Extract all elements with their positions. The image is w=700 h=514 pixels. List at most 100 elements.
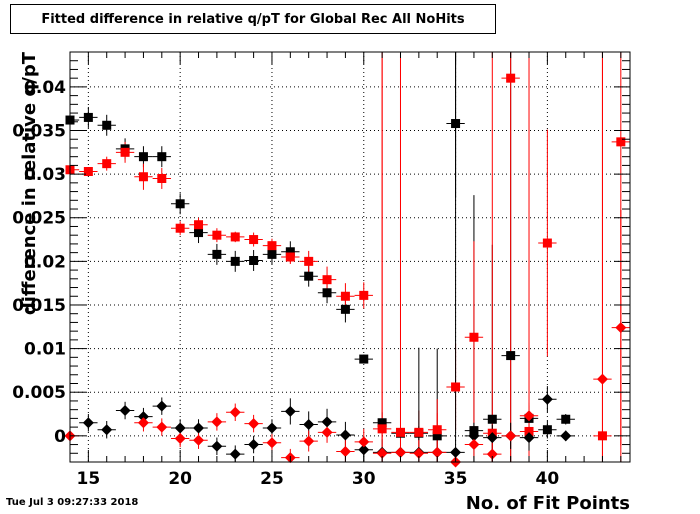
data-point-square [194, 220, 204, 230]
data-point-diamond [541, 393, 553, 405]
data-point-square [524, 426, 534, 436]
data-point-diamond [321, 426, 333, 438]
data-point-square [377, 418, 387, 428]
x-tick-label: 25 [260, 469, 284, 489]
x-tick-label: 15 [77, 469, 101, 489]
data-point-square [542, 425, 552, 435]
y-tick-label: 0.02 [24, 252, 66, 272]
x-tick-label: 35 [444, 469, 468, 489]
data-point-diamond [193, 422, 205, 434]
data-point-square [267, 241, 277, 251]
data-point-square [138, 172, 148, 182]
data-point-square [267, 249, 277, 259]
data-point-square [249, 235, 259, 245]
data-point-diamond [101, 424, 113, 436]
data-point-square [304, 256, 314, 266]
y-tick-label: 0.005 [12, 383, 66, 403]
x-tick-label: 30 [352, 469, 376, 489]
y-axis-label: difference in relative q/pT [19, 51, 40, 315]
data-point-square [561, 414, 571, 424]
data-point-square [506, 73, 516, 83]
data-point-square [395, 427, 405, 437]
data-point-diamond [303, 418, 315, 430]
data-point-square [230, 232, 240, 242]
data-point-diamond [523, 410, 535, 422]
data-point-diamond [376, 447, 388, 459]
y-tick-label: 0.035 [12, 122, 66, 142]
x-tick-label: 20 [168, 469, 192, 489]
data-point-diamond [193, 434, 205, 446]
data-point-square [194, 228, 204, 238]
y-tick-label: 0.01 [24, 340, 66, 360]
data-point-diamond [174, 422, 186, 434]
data-point-diamond [486, 448, 498, 460]
data-point-square [469, 332, 479, 342]
data-markers [64, 73, 627, 468]
data-point-square [175, 199, 185, 209]
data-point-diamond [284, 405, 296, 417]
data-point-diamond [431, 446, 443, 458]
data-point-square [451, 119, 461, 129]
data-point-square [230, 256, 240, 266]
data-point-square [157, 152, 167, 162]
data-point-diamond [137, 411, 149, 423]
data-point-diamond [211, 440, 223, 452]
data-point-square [542, 238, 552, 248]
data-point-diamond [394, 446, 406, 458]
data-point-square [138, 152, 148, 162]
chart-title-box: Fitted difference in relative q/pT for G… [10, 4, 496, 34]
data-point-square [432, 431, 442, 441]
data-point-diamond [358, 444, 370, 456]
data-point-diamond [82, 417, 94, 429]
data-point-square [487, 414, 497, 424]
data-point-square [102, 120, 112, 130]
data-point-square [285, 252, 295, 262]
data-point-square [377, 424, 387, 434]
data-point-square [414, 427, 424, 437]
data-point-diamond [248, 439, 260, 451]
y-tick-label: 0.03 [24, 165, 66, 185]
data-point-diamond [413, 447, 425, 459]
data-point-diamond [486, 432, 498, 444]
data-point-square [340, 304, 350, 314]
data-point-square [322, 288, 332, 298]
data-point-square [432, 425, 442, 435]
data-point-square [597, 431, 607, 441]
data-point-square [212, 249, 222, 259]
data-point-diamond [156, 400, 168, 412]
x-axis-label: No. of Fit Points [466, 493, 630, 514]
data-point-diamond [321, 416, 333, 428]
data-point-square [249, 255, 259, 265]
data-point-square [212, 230, 222, 240]
plot-frame [69, 51, 631, 463]
x-tick-label: 40 [536, 469, 560, 489]
y-tick-label: 0.025 [12, 209, 66, 229]
data-point-square [322, 275, 332, 285]
data-point-square [451, 382, 461, 392]
data-point-diamond [339, 446, 351, 458]
data-point-diamond [523, 432, 535, 444]
y-tick-label: 0.04 [24, 78, 66, 98]
data-point-diamond [303, 435, 315, 447]
y-tick-label: 0.015 [12, 296, 66, 316]
data-point-diamond [266, 422, 278, 434]
data-point-square [304, 271, 314, 281]
data-point-diamond [229, 406, 241, 418]
data-point-square [506, 351, 516, 361]
data-point-square [359, 290, 369, 300]
data-point-square [285, 247, 295, 257]
data-point-square [120, 147, 130, 157]
data-point-diamond [560, 430, 572, 442]
data-point-square [359, 354, 369, 364]
data-point-diamond [468, 430, 480, 442]
data-point-square [157, 173, 167, 183]
data-point-diamond [358, 436, 370, 448]
data-point-diamond [505, 430, 517, 442]
data-point-square [340, 291, 350, 301]
data-point-diamond [211, 416, 223, 428]
y-tick-label: 0 [54, 427, 66, 447]
data-point-diamond [229, 448, 241, 460]
data-point-diamond [119, 405, 131, 417]
data-point-diamond [596, 373, 608, 385]
